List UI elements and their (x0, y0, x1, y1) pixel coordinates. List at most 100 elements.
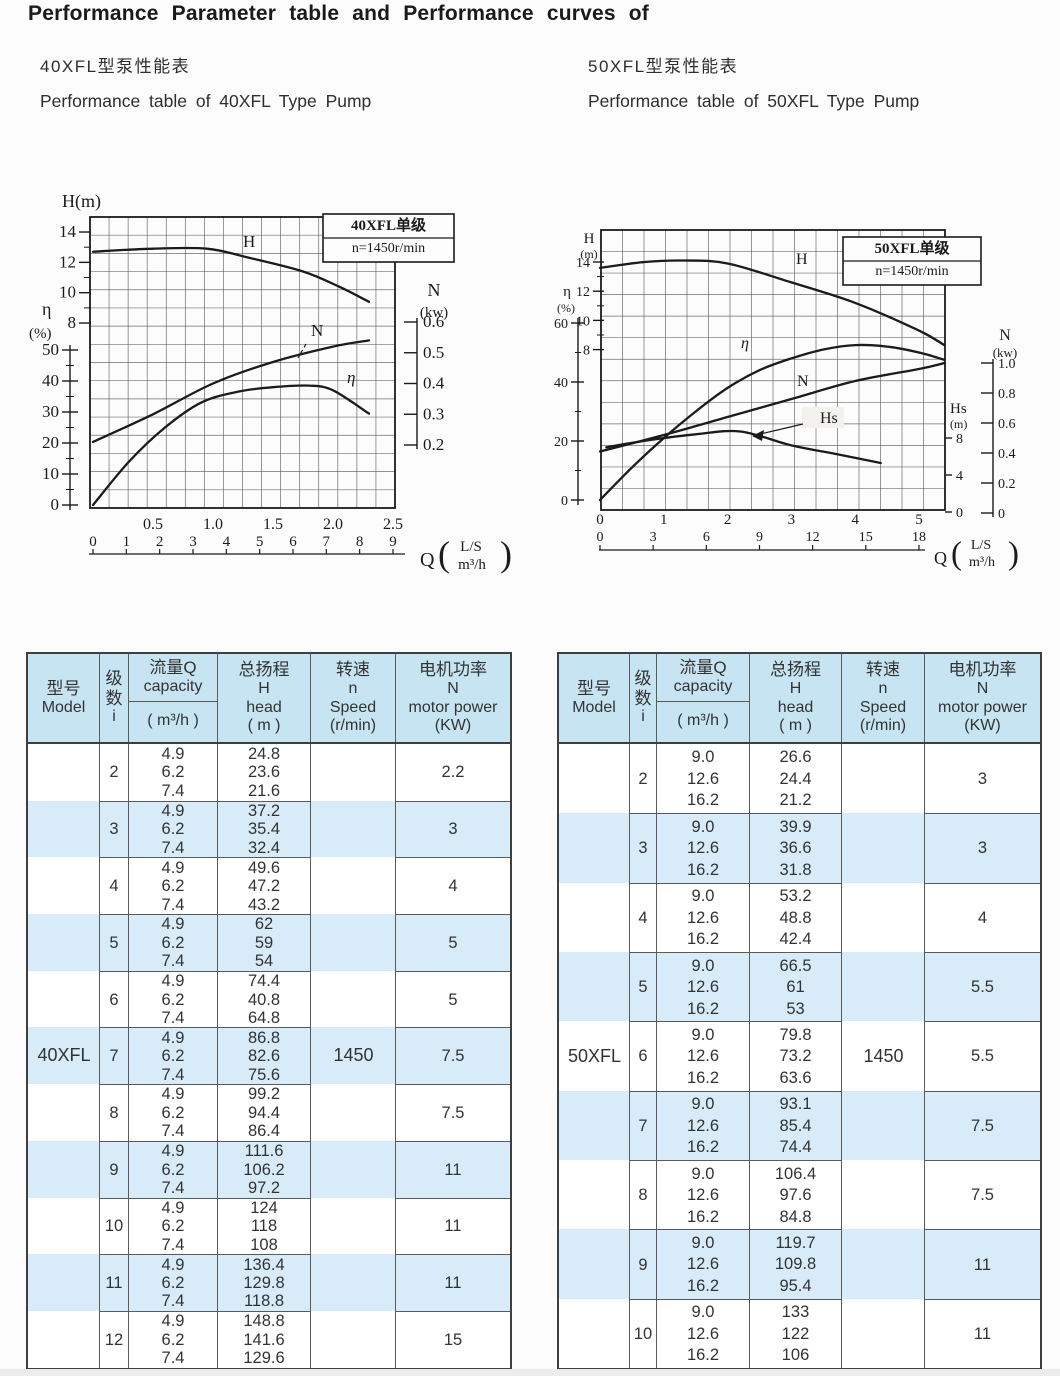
stages-cell: 10 (100, 1197, 129, 1255)
capacity-cell: 4.9 6.2 7.4 (129, 800, 218, 858)
chart-rpm-annotation: n=1450r/min (875, 264, 948, 279)
curve-label-η: η (347, 368, 355, 387)
speed-value: 1450 (863, 1045, 904, 1066)
header-capacity: 流量Q capacity ( m³/h ) (129, 654, 218, 742)
head-value: 84.8 (779, 1207, 812, 1226)
x-tick-m3h: 6 (703, 530, 710, 545)
capacity-value: 12.6 (686, 1047, 720, 1066)
capacity-cell: 4.9 6.2 7.4 (129, 914, 218, 971)
head-value: 99.2 (247, 1085, 281, 1104)
power-cell: 3 (977, 769, 988, 788)
header-line: 电机功率 (948, 660, 1017, 680)
capacity-value: 16.2 (686, 1346, 720, 1365)
axis-tick-label: 0.4 (998, 447, 1016, 462)
header-line: capacity (143, 677, 203, 695)
capacity-value: 9.0 (691, 817, 715, 836)
capacity-cell: 9.0 12.6 16.2 (657, 744, 750, 814)
head-value: 75.6 (247, 1065, 281, 1084)
model-cell (559, 952, 630, 1022)
capacity-value: 7.4 (161, 1349, 185, 1368)
head-value: 73.2 (779, 1047, 812, 1066)
header-line: head (246, 698, 282, 716)
capacity-cell: 9.0 12.6 16.2 (657, 1160, 750, 1230)
header-line: i (112, 708, 116, 726)
capacity-cell: 4.9 6.2 7.4 (129, 1310, 218, 1368)
speed-cell (311, 1310, 396, 1368)
model-cell (559, 1160, 630, 1230)
capacity-cell: 9.0 12.6 16.2 (657, 882, 750, 953)
axis-tick-label: 0.6 (423, 312, 444, 331)
performance-curve-chart-50xfl: 141210860402001.00.80.60.40.20840H(m)η(%… (554, 229, 1019, 572)
header-line: capacity (673, 677, 733, 695)
header-line: n (348, 680, 358, 698)
capacity-cell: 4.9 6.2 7.4 (129, 1027, 218, 1085)
axis-tick-label: 60 (554, 317, 568, 332)
axis-tick-label: 8 (956, 432, 963, 447)
capacity-value: 4.9 (161, 972, 185, 991)
x-tick-m3h: 3 (650, 530, 657, 545)
x-axis-paren: ( (951, 536, 962, 572)
capacity-value: 7.4 (161, 1008, 185, 1027)
axis-tick-label: 0 (561, 494, 568, 509)
capacity-value: 6.2 (161, 1103, 185, 1122)
capacity-cell: 9.0 12.6 16.2 (657, 813, 750, 883)
capacity-value: 7.4 (161, 1122, 185, 1141)
capacity-value: 7.4 (161, 781, 185, 800)
stages-cell: 6 (630, 1021, 657, 1091)
model-cell (28, 1140, 100, 1198)
model-cell (28, 744, 100, 801)
header-line: 流量Q (679, 658, 727, 678)
head-value: 108 (250, 1235, 278, 1254)
curve-η (598, 343, 946, 502)
capacity-value: 4.9 (161, 858, 185, 877)
head-value: 21.2 (779, 791, 812, 810)
model-cell (28, 800, 100, 858)
axis-title: (kw) (420, 305, 448, 321)
x-axis-unit-ls: L/S (971, 538, 991, 553)
power-cell: 7.5 (925, 1160, 1040, 1229)
capacity-cell: 9.0 12.6 16.2 (657, 952, 750, 1022)
head-value: 95.4 (779, 1277, 812, 1296)
x-tick-m3h: 0 (89, 534, 97, 550)
capacity-value: 9.0 (691, 747, 715, 766)
capacity-value: 9.0 (691, 1303, 715, 1322)
head-cell: 26.6 24.4 21.2 (750, 744, 842, 814)
capacity-value: 12.6 (686, 1186, 720, 1205)
x-tick-ls: 2.0 (323, 516, 343, 533)
head-cell: 74.4 40.8 64.8 (218, 970, 311, 1028)
power-cell: 15 (396, 1310, 510, 1368)
head-cell: 136.4 129.8 118.8 (218, 1254, 311, 1311)
speed-cell (842, 1298, 925, 1369)
head-value: 62 (254, 915, 274, 934)
speed-cell (311, 1084, 396, 1141)
curve-N (91, 339, 371, 444)
capacity-value: 16.2 (686, 1069, 720, 1088)
x-tick-m3h: 8 (356, 534, 364, 550)
header-line: (r/min) (859, 717, 907, 735)
model-cell (559, 813, 630, 883)
table-row: 2 9.0 12.6 16.2 26.6 24.4 21.2 3 (559, 744, 1040, 814)
axis-tick-label: 1.0 (998, 357, 1016, 372)
head-cell: 49.6 47.2 43.2 (218, 857, 311, 915)
stages-cell: 2 (630, 744, 657, 814)
head-value: 53.2 (779, 887, 812, 906)
power-cell: 11 (396, 1197, 510, 1255)
model-cell (28, 914, 100, 971)
head-cell: 79.8 73.2 63.6 (750, 1021, 842, 1091)
header-capacity-title: 流量Q capacity (129, 654, 217, 702)
header-line: 型号 (46, 678, 81, 698)
speed-cell (311, 744, 396, 801)
x-axis-unit-m3h: m³/h (969, 555, 995, 570)
capacity-value: 16.2 (686, 1138, 720, 1157)
capacity-value: 6.2 (161, 1330, 185, 1349)
head-value: 124 (250, 1198, 278, 1217)
capacity-value: 6.2 (161, 820, 185, 839)
capacity-value: 12.6 (686, 1324, 720, 1343)
capacity-value: 12.6 (686, 839, 720, 858)
head-cell: 93.1 85.4 74.4 (750, 1090, 842, 1161)
x-tick-m3h: 1 (123, 534, 131, 550)
axis-tick-label: 8 (68, 313, 77, 332)
axis-tick-label: 0.2 (998, 477, 1016, 492)
head-value: 74.4 (247, 972, 281, 991)
axis-tick-label: 0.2 (423, 435, 444, 454)
